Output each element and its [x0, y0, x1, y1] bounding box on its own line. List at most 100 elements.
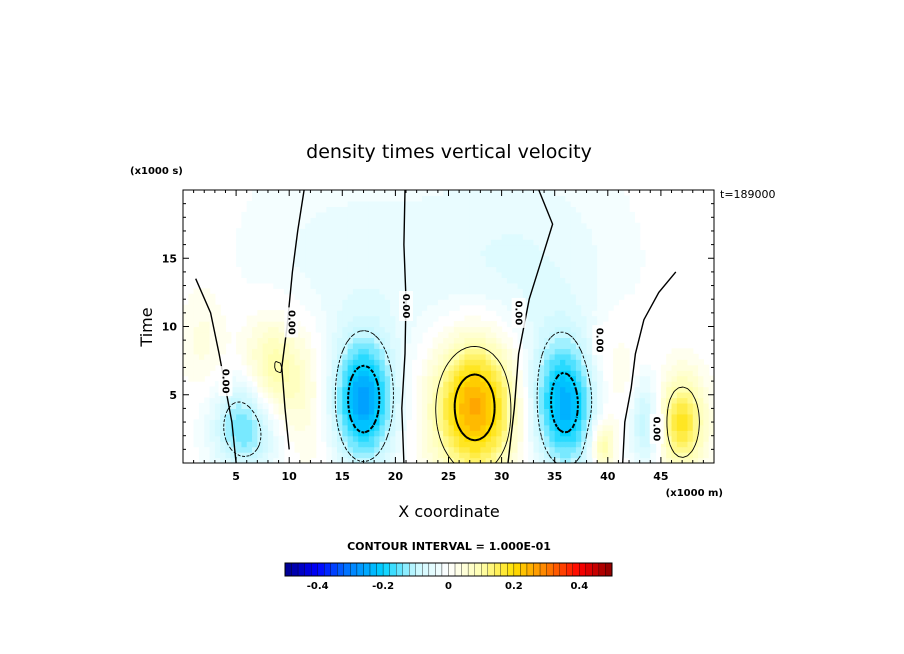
field-cell: [294, 424, 301, 431]
field-cell: [469, 195, 476, 202]
field-cell: [214, 392, 221, 399]
field-cell: [278, 337, 285, 344]
field-cell: [437, 342, 444, 349]
field-cell: [480, 381, 487, 388]
field-cell: [613, 244, 620, 251]
field-cell: [252, 195, 258, 202]
field-cell: [411, 304, 418, 311]
field-cell: [613, 206, 620, 213]
field-cell: [581, 277, 588, 284]
field-cell: [469, 408, 476, 415]
field-cell: [506, 381, 513, 388]
field-cell: [549, 239, 556, 246]
field-cell: [411, 233, 418, 240]
field-cell: [666, 435, 673, 442]
field-cell: [485, 419, 492, 426]
field-cell: [581, 430, 588, 437]
field-cell: [602, 419, 609, 426]
field-cell: [427, 419, 434, 426]
field-cell: [252, 326, 258, 333]
field-cell: [496, 326, 503, 333]
colorbar-swatch: [552, 562, 560, 577]
field-cell: [432, 244, 439, 251]
field-cell: [432, 222, 439, 229]
field-cell: [629, 402, 635, 409]
field-cell: [246, 266, 253, 273]
field-cell: [374, 222, 381, 229]
field-cell: [485, 342, 492, 349]
field-cell: [581, 348, 588, 355]
field-cell: [299, 244, 306, 251]
field-cell: [485, 282, 492, 289]
field-cell: [326, 288, 333, 295]
field-cell: [676, 348, 683, 355]
field-cell: [352, 359, 359, 366]
field-cell: [639, 402, 646, 409]
field-cell: [363, 364, 370, 371]
field-cell: [427, 195, 434, 202]
field-cell: [294, 250, 301, 257]
field-cell: [331, 392, 338, 399]
field-cell: [379, 288, 386, 295]
field-cell: [358, 217, 365, 224]
field-cell: [496, 211, 503, 218]
field-cell: [506, 452, 513, 459]
field-cell: [501, 211, 508, 218]
field-cell: [682, 397, 689, 404]
field-cell: [278, 402, 285, 409]
field-cell: [183, 304, 189, 311]
field-cell: [230, 424, 237, 431]
field-cell: [560, 271, 566, 278]
field-cell: [575, 381, 582, 388]
colorbar-swatch: [526, 562, 534, 577]
field-cell: [708, 386, 715, 393]
field-cell: [570, 337, 577, 344]
field-cell: [421, 299, 428, 306]
field-cell: [273, 402, 280, 409]
field-cell: [565, 424, 572, 431]
field-cell: [390, 375, 396, 382]
field-cell: [406, 200, 412, 207]
field-cell: [198, 446, 205, 453]
field-cell: [554, 200, 561, 207]
colorbar-swatch: [415, 562, 423, 577]
field-cell: [363, 239, 370, 246]
field-cell: [342, 288, 349, 295]
field-cell: [485, 331, 492, 339]
field-cell: [384, 375, 391, 382]
colorbar-swatch: [291, 562, 299, 577]
field-cell: [703, 413, 710, 420]
field-cell: [469, 457, 476, 464]
field-cell: [650, 457, 657, 464]
field-cell: [358, 255, 365, 262]
field-cell: [384, 446, 391, 453]
field-cell: [464, 266, 471, 273]
field-cell: [607, 441, 614, 448]
field-cell: [464, 233, 471, 240]
field-cell: [352, 413, 359, 420]
field-cell: [602, 206, 609, 213]
field-cell: [421, 326, 428, 333]
field-cell: [246, 435, 253, 442]
field-cell: [262, 457, 269, 464]
field-cell: [549, 260, 556, 268]
field-cell: [384, 397, 391, 404]
field-cell: [305, 200, 312, 207]
field-cell: [602, 293, 609, 300]
field-cell: [544, 375, 550, 382]
field-cell: [395, 228, 402, 235]
field-cell: [384, 293, 391, 300]
field-cell: [496, 331, 503, 339]
field-cell: [570, 386, 577, 393]
field-cell: [368, 402, 375, 409]
field-cell: [591, 200, 598, 207]
field-cell: [560, 342, 566, 349]
field-cell: [496, 260, 503, 268]
field-cell: [581, 381, 588, 388]
field-cell: [586, 364, 593, 371]
field-cell: [501, 348, 508, 355]
field-cell: [618, 250, 625, 257]
field-cell: [326, 337, 333, 344]
field-cell: [565, 430, 572, 437]
field-cell: [501, 397, 508, 404]
